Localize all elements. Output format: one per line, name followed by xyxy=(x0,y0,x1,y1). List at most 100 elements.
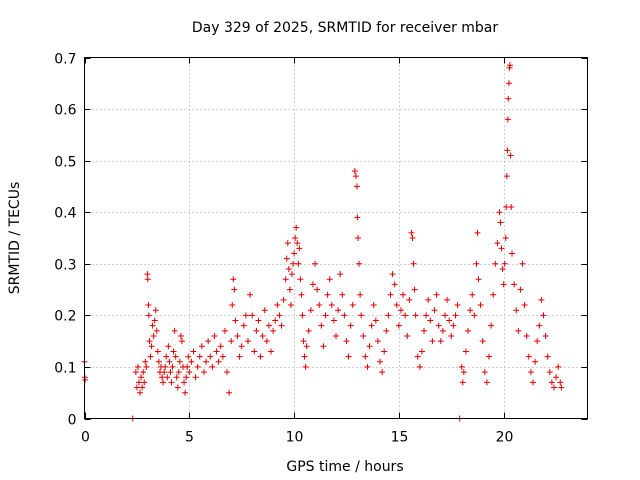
data-point xyxy=(274,302,281,309)
data-point xyxy=(465,327,472,334)
data-point xyxy=(400,291,407,298)
data-point xyxy=(351,167,358,174)
data-point xyxy=(161,369,168,376)
data-point xyxy=(217,343,224,350)
data-point xyxy=(511,281,518,288)
data-point xyxy=(544,353,551,360)
x-tick-label: 10 xyxy=(286,430,304,446)
data-point xyxy=(458,363,465,370)
data-point xyxy=(159,374,166,381)
data-point xyxy=(395,322,402,329)
data-point xyxy=(425,296,432,303)
data-point xyxy=(301,353,308,360)
data-point xyxy=(209,363,216,370)
y-tick-label: 0.5 xyxy=(54,155,76,171)
data-point xyxy=(414,353,421,360)
data-point xyxy=(293,224,300,231)
y-tick-label: 0.4 xyxy=(54,206,76,222)
data-point xyxy=(238,343,245,350)
data-point xyxy=(502,235,509,241)
data-point xyxy=(345,353,352,360)
data-point xyxy=(178,338,185,345)
data-point xyxy=(174,384,181,391)
data-point xyxy=(431,307,438,314)
data-point xyxy=(337,271,344,278)
data-point xyxy=(362,353,369,360)
data-point xyxy=(166,358,173,365)
data-point xyxy=(297,276,304,283)
data-point xyxy=(496,209,503,216)
data-point xyxy=(504,147,511,154)
data-point xyxy=(450,322,457,329)
data-point xyxy=(418,348,425,355)
data-point xyxy=(481,369,488,376)
data-point xyxy=(558,384,565,391)
data-point xyxy=(499,265,506,272)
data-point xyxy=(207,353,214,360)
y-tick-label: 0.1 xyxy=(54,361,76,377)
axis-ticks xyxy=(84,57,588,420)
x-tick-label: 20 xyxy=(496,430,514,446)
data-point xyxy=(446,317,453,324)
data-point xyxy=(154,348,161,355)
data-point xyxy=(296,245,303,252)
data-point xyxy=(82,376,89,383)
y-tick-label: 0.3 xyxy=(54,258,76,274)
data-point xyxy=(183,374,190,381)
data-point xyxy=(353,183,360,190)
data-point xyxy=(498,245,505,252)
data-point xyxy=(500,281,507,288)
data-point xyxy=(330,317,337,324)
data-point xyxy=(328,302,335,309)
data-point xyxy=(172,353,179,360)
data-point xyxy=(421,327,428,334)
data-point xyxy=(261,307,268,314)
data-point xyxy=(509,250,516,257)
data-point xyxy=(152,307,159,314)
data-point xyxy=(347,322,354,329)
data-point xyxy=(368,322,375,329)
data-point xyxy=(469,291,476,298)
data-point xyxy=(507,152,514,159)
data-point xyxy=(294,240,301,247)
data-point xyxy=(186,369,193,376)
data-point xyxy=(439,327,446,334)
data-point xyxy=(312,260,319,267)
data-point xyxy=(550,384,557,391)
data-point xyxy=(519,260,526,267)
y-tick-label: 0.7 xyxy=(54,52,76,68)
data-point xyxy=(295,260,302,267)
x-tick-label: 15 xyxy=(391,430,409,446)
data-point xyxy=(553,374,560,381)
data-point xyxy=(474,229,481,236)
data-point xyxy=(462,348,469,355)
data-point xyxy=(404,332,411,339)
data-point xyxy=(134,363,141,370)
data-point xyxy=(144,271,151,278)
y-axis-label: SRMTID / TECUs xyxy=(7,182,23,295)
data-point xyxy=(494,240,501,247)
data-point xyxy=(383,327,390,334)
data-point xyxy=(291,250,298,257)
data-point xyxy=(244,338,251,345)
data-point xyxy=(298,291,305,298)
data-point xyxy=(176,358,183,365)
data-point xyxy=(133,384,140,391)
data-point xyxy=(503,204,510,211)
data-point xyxy=(219,353,226,360)
data-point xyxy=(284,240,291,247)
data-point xyxy=(385,312,392,319)
data-point xyxy=(527,369,534,376)
data-point xyxy=(355,235,362,241)
data-point xyxy=(171,327,178,334)
data-point xyxy=(435,322,442,329)
data-point xyxy=(247,291,254,298)
chart-title: Day 329 of 2025, SRMTID for receiver mba… xyxy=(192,20,499,36)
data-point xyxy=(190,348,197,355)
data-point xyxy=(379,369,386,376)
data-point xyxy=(230,276,237,283)
data-point xyxy=(162,363,169,370)
data-point xyxy=(534,338,541,345)
data-point xyxy=(488,322,495,329)
